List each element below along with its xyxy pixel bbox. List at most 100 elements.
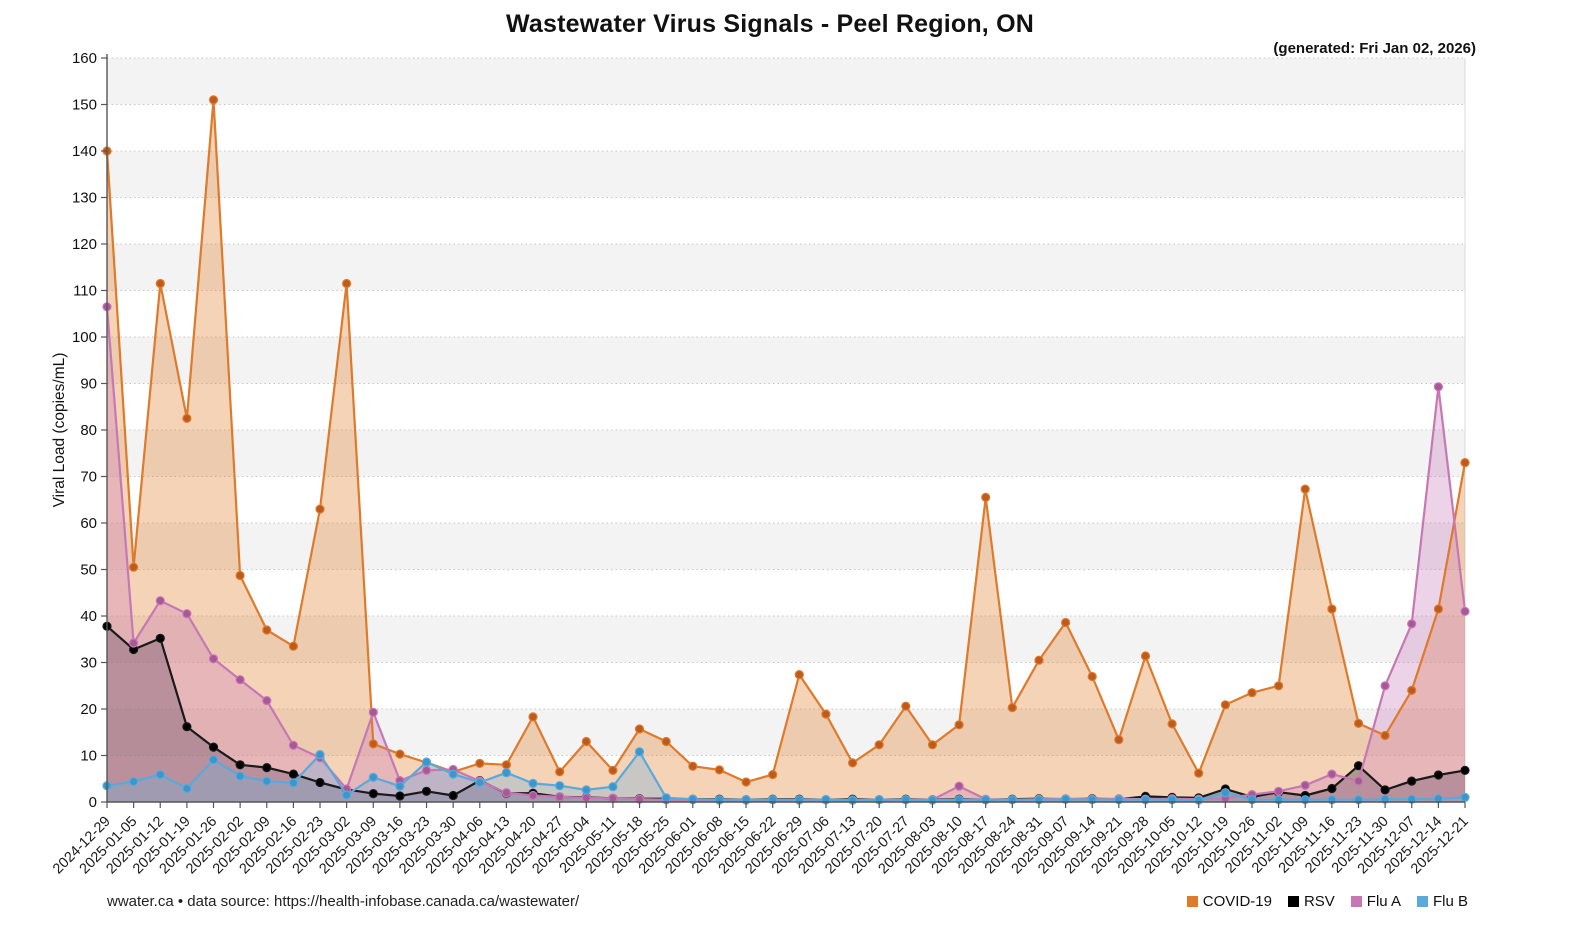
- marker-covid-19: [981, 492, 991, 502]
- generated-timestamp: (generated: Fri Jan 02, 2026): [1273, 40, 1476, 57]
- marker-covid-19: [901, 701, 911, 711]
- marker-covid-19: [1140, 651, 1151, 661]
- marker-covid-19: [581, 736, 591, 747]
- marker-flu-b: [501, 768, 511, 778]
- y-tick-label: 70: [80, 469, 97, 486]
- marker-covid-19: [1300, 484, 1310, 494]
- marker-covid-19: [555, 767, 565, 777]
- marker-flu-b: [448, 769, 458, 779]
- marker-rsv: [208, 742, 219, 752]
- marker-flu-b: [661, 793, 671, 803]
- marker-flu-a: [1327, 769, 1337, 779]
- marker-flu-a: [1353, 776, 1364, 786]
- marker-rsv: [1433, 770, 1444, 780]
- marker-flu-a: [1460, 606, 1470, 617]
- marker-covid-19: [1273, 681, 1284, 691]
- marker-flu-b: [155, 769, 165, 780]
- marker-rsv: [262, 762, 272, 773]
- marker-covid-19: [1433, 604, 1444, 614]
- legend-label: Flu A: [1366, 893, 1401, 910]
- marker-flu-a: [1380, 681, 1390, 691]
- legend-swatch-flu-a: [1350, 896, 1362, 907]
- legend-label: COVID-19: [1202, 893, 1272, 910]
- marker-rsv: [1327, 783, 1337, 794]
- marker-flu-b: [475, 777, 485, 788]
- marker-covid-19: [1460, 458, 1470, 468]
- background-band: [107, 244, 1465, 291]
- area-rsv: [107, 626, 1465, 802]
- marker-flu-a: [1407, 619, 1417, 629]
- marker-covid-19: [262, 625, 272, 635]
- marker-flu-b: [395, 781, 405, 791]
- marker-flu-a: [1273, 786, 1284, 796]
- marker-flu-a: [1433, 382, 1444, 392]
- marker-covid-19: [661, 736, 671, 747]
- chart-legend: COVID-19 RSV Flu A Flu B: [1186, 893, 1468, 910]
- marker-covid-19: [1220, 700, 1231, 710]
- marker-covid-19: [1114, 735, 1124, 745]
- legend-label: RSV: [1303, 893, 1335, 910]
- background-band: [107, 616, 1465, 663]
- marker-flu-b: [528, 778, 538, 789]
- marker-flu-b: [288, 778, 298, 788]
- y-tick-label: 50: [80, 562, 97, 579]
- marker-covid-19: [208, 95, 219, 105]
- marker-flu-b: [555, 781, 565, 791]
- legend-swatch-rsv: [1287, 896, 1299, 907]
- marker-flu-a: [608, 793, 618, 803]
- marker-covid-19: [821, 709, 831, 719]
- marker-covid-19: [288, 641, 298, 651]
- background-band: [107, 523, 1465, 570]
- marker-flu-b: [608, 782, 618, 792]
- marker-flu-b: [581, 785, 591, 795]
- marker-flu-a: [129, 638, 139, 648]
- y-tick-label: 20: [80, 701, 97, 718]
- marker-flu-b: [1220, 788, 1231, 798]
- y-tick-label: 40: [80, 608, 97, 625]
- marker-covid-19: [608, 765, 618, 776]
- marker-flu-a: [288, 740, 298, 750]
- marker-covid-19: [1034, 655, 1044, 665]
- area-flu-a: [107, 306, 1465, 802]
- y-tick-label: 150: [72, 97, 97, 114]
- marker-covid-19: [1353, 718, 1364, 729]
- marker-flu-b: [208, 755, 219, 765]
- y-tick-label: 10: [80, 748, 97, 765]
- marker-flu-a: [528, 790, 538, 801]
- legend-item-covid-19: COVID-19: [1186, 893, 1272, 910]
- marker-flu-a: [1300, 780, 1310, 790]
- y-tick-label: 30: [80, 655, 97, 672]
- marker-covid-19: [954, 720, 964, 730]
- y-tick-label: 60: [80, 515, 97, 532]
- area-covid-19: [107, 99, 1465, 802]
- marker-covid-19: [1060, 617, 1071, 628]
- marker-flu-b: [342, 790, 352, 800]
- y-tick-label: 130: [72, 190, 97, 207]
- y-tick-label: 0: [89, 794, 97, 811]
- marker-flu-a: [155, 596, 165, 606]
- marker-covid-19: [342, 278, 352, 289]
- legend-item-flu-a: Flu A: [1350, 893, 1401, 910]
- marker-covid-19: [528, 712, 538, 722]
- y-tick-label: 90: [80, 376, 97, 393]
- marker-covid-19: [129, 562, 139, 572]
- background-band: [107, 58, 1465, 105]
- y-tick-label: 110: [73, 283, 97, 300]
- legend-item-rsv: RSV: [1287, 893, 1335, 910]
- marker-covid-19: [1407, 685, 1417, 696]
- marker-flu-a: [501, 788, 511, 798]
- marker-covid-19: [768, 769, 778, 780]
- marker-rsv: [288, 769, 298, 779]
- marker-covid-19: [235, 570, 245, 581]
- marker-rsv: [448, 790, 458, 801]
- marker-covid-19: [1327, 604, 1337, 614]
- marker-covid-19: [688, 761, 698, 771]
- marker-rsv: [421, 786, 432, 796]
- marker-flu-a: [235, 675, 245, 685]
- marker-flu-b: [1460, 792, 1470, 803]
- marker-covid-19: [847, 758, 858, 768]
- legend-item-flu-b: Flu B: [1416, 893, 1468, 910]
- y-tick-label: 80: [80, 422, 97, 439]
- legend-label: Flu B: [1432, 893, 1468, 910]
